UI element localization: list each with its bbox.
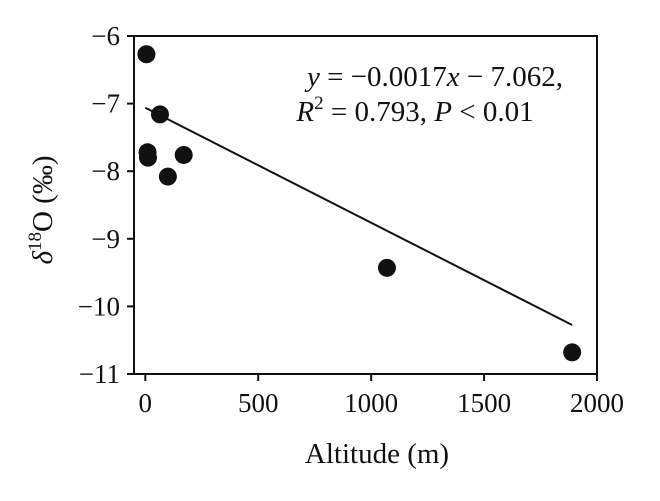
plot-border <box>133 35 598 375</box>
y-axis-ticks: −11 −10 −9 −8 −7 −6 <box>78 21 134 389</box>
y-tick-label: −6 <box>91 21 120 51</box>
fit-line-layer <box>144 106 573 326</box>
data-points <box>137 45 582 362</box>
data-point <box>563 343 582 362</box>
y-tick-label: −9 <box>91 224 120 254</box>
eq-slope-text: = −0.0017 <box>320 61 447 93</box>
y-tick-label: −10 <box>78 291 120 321</box>
eq-r-symbol: R <box>295 96 314 128</box>
data-point <box>158 167 177 186</box>
y-axis-title: δ18O (‰) <box>25 156 59 265</box>
x-axis-ticks: 0 500 1000 1500 2000 <box>139 374 624 418</box>
eq-intercept-text: − 7.062, <box>460 61 563 93</box>
data-point <box>150 105 169 124</box>
y-title-main: O (‰) <box>27 156 59 233</box>
data-point <box>137 45 156 64</box>
data-point <box>139 148 158 167</box>
data-point <box>174 145 193 164</box>
x-tick-label: 1000 <box>344 388 398 418</box>
eq-r-value: = 0.793, <box>324 96 435 128</box>
regression-line <box>144 106 573 326</box>
equation-line-2: R2 = 0.793, P < 0.01 <box>295 93 533 128</box>
x-axis-title: Altitude (m) <box>305 438 449 470</box>
y-title-delta: δ <box>27 251 59 265</box>
eq-y-symbol: y <box>304 61 320 93</box>
x-tick-label: 0 <box>139 388 153 418</box>
y-tick-label: −7 <box>91 89 120 119</box>
eq-p-symbol: P <box>433 96 452 128</box>
eq-p-value: < 0.01 <box>452 96 534 128</box>
plot-frame <box>133 35 598 375</box>
y-tick-label: −11 <box>79 359 120 389</box>
x-tick-label: 1500 <box>457 388 511 418</box>
x-tick-label: 2000 <box>570 388 624 418</box>
data-point <box>377 258 396 277</box>
equation-line-1: y = −0.0017x − 7.062, <box>304 61 563 93</box>
eq-r-superscript: 2 <box>314 93 324 114</box>
eq-x-symbol: x <box>446 61 460 93</box>
y-title-superscript: 18 <box>25 232 46 251</box>
y-tick-label: −8 <box>91 156 120 186</box>
x-tick-label: 500 <box>238 388 279 418</box>
